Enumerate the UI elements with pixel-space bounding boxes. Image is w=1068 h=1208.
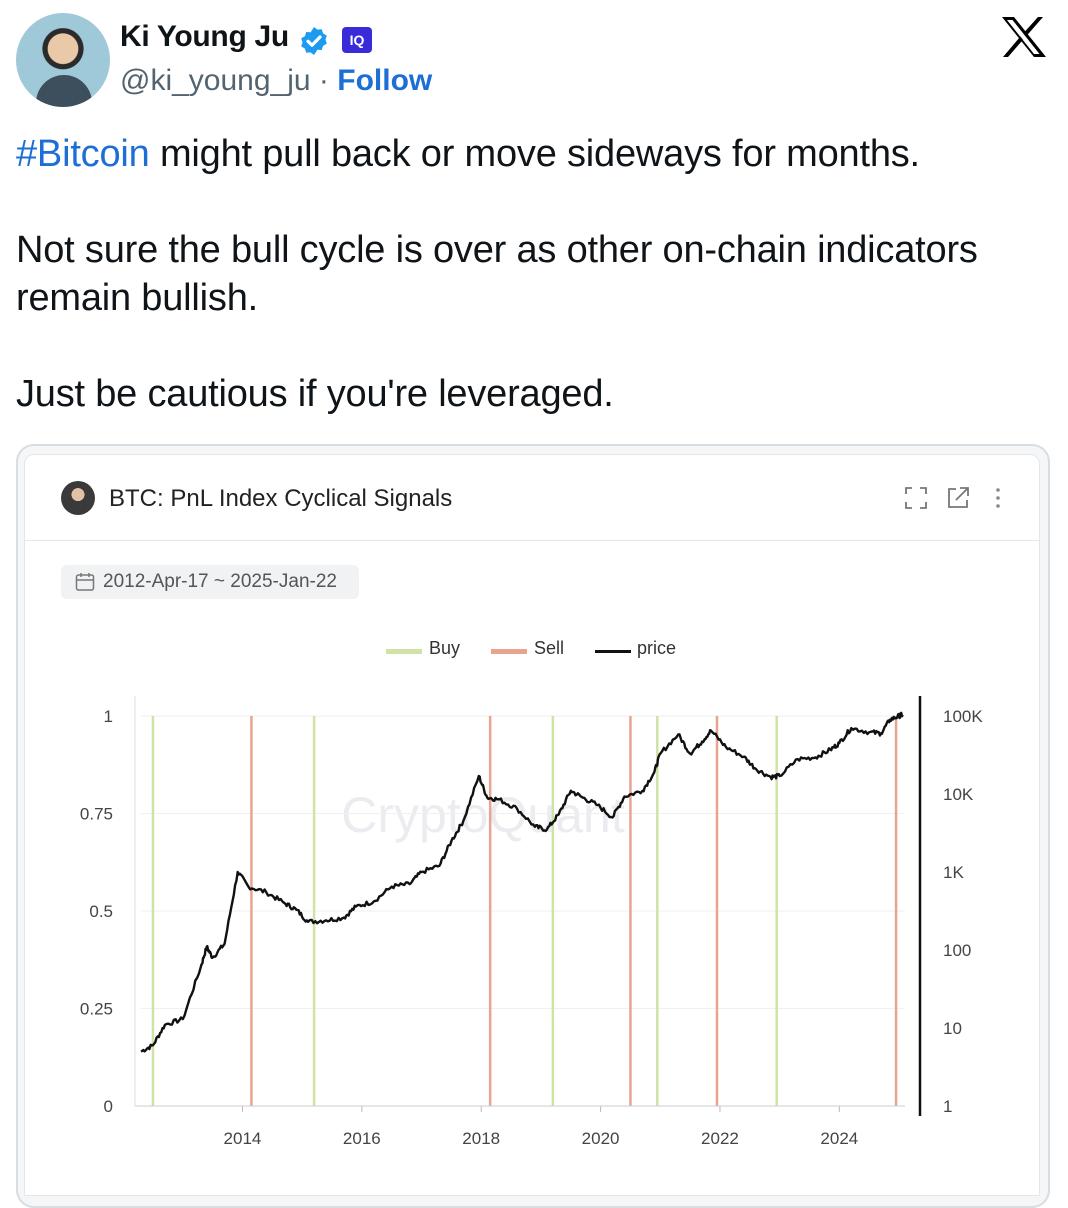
tweet-paragraph-2: Not sure the bull cycle is over as other…: [16, 229, 978, 319]
handle-separator: ·: [318, 64, 329, 97]
chart-author-avatar: [61, 481, 95, 515]
handle-row: @ki_young_ju · Follow: [120, 64, 432, 98]
chart-card: BTC: PnL Index Cyclical Signals 2012-Apr…: [24, 454, 1040, 1196]
more-options-icon[interactable]: [985, 485, 1011, 511]
date-range-picker[interactable]: 2012-Apr-17 ~ 2025-Jan-22: [61, 565, 359, 599]
y-right-tick-label: 1: [943, 1097, 952, 1116]
chart-watermark: CryptoQuant: [341, 787, 625, 843]
pnl-index-chart: CryptoQuant 0 0.25 0.5 0.75 1 1 10 100 1K 10K 100K…: [80, 696, 983, 1148]
follow-button[interactable]: Follow: [337, 64, 433, 97]
date-range-text: 2012-Apr-17 ~ 2025-Jan-22: [103, 571, 337, 592]
open-external-icon[interactable]: [945, 485, 971, 511]
x-tick-label: 2016: [343, 1129, 381, 1148]
y-left-tick-label: 0: [104, 1097, 113, 1116]
author-avatar[interactable]: [16, 13, 110, 107]
y-left-tick-label: 0.75: [80, 805, 113, 824]
y-left-tick-label: 0.5: [89, 902, 113, 921]
legend-sell-label[interactable]: Sell: [534, 638, 565, 658]
calendar-icon: [75, 573, 95, 591]
y-left-tick-label: 0.25: [80, 1000, 113, 1019]
legend-buy-swatch: [386, 649, 422, 654]
fullscreen-icon[interactable]: [903, 485, 929, 511]
legend-price-label[interactable]: price: [637, 638, 677, 658]
y-right-tick-label: 1K: [943, 863, 964, 882]
x-tick-label: 2024: [820, 1129, 858, 1148]
chart-card-header: BTC: PnL Index Cyclical Signals: [25, 455, 1039, 541]
legend-price-swatch: [595, 650, 631, 653]
y-right-tick-label: 10K: [943, 785, 974, 804]
x-tick-label: 2020: [582, 1129, 620, 1148]
x-tick-label: 2014: [224, 1129, 262, 1148]
tweet-paragraph-3: Just be cautious if you're leveraged.: [16, 373, 614, 415]
y-right-tick-label: 100: [943, 941, 971, 960]
verified-badge-icon: [301, 27, 327, 55]
author-handle[interactable]: @ki_young_ju: [120, 64, 311, 97]
tweet-text: #Bitcoin might pull back or move sideway…: [16, 130, 1056, 418]
x-logo-icon[interactable]: [1000, 16, 1046, 58]
y-right-tick-label: 10: [943, 1019, 962, 1038]
price-series-line: [140, 711, 904, 1053]
legend-buy-label[interactable]: Buy: [429, 638, 461, 658]
y-left-tick-label: 1: [104, 707, 113, 726]
hashtag-link[interactable]: #Bitcoin: [16, 133, 150, 175]
y-right-tick-label: 100K: [943, 707, 983, 726]
author-name[interactable]: Ki Young Ju: [120, 20, 289, 53]
x-tick-label: 2022: [701, 1129, 739, 1148]
affiliate-badge-icon[interactable]: IQ: [342, 27, 372, 53]
tweet-paragraph-1: #Bitcoin might pull back or move sideway…: [16, 130, 1056, 178]
legend-sell-swatch: [491, 649, 527, 654]
x-tick-label: 2018: [462, 1129, 500, 1148]
tweet-line-1-text: might pull back or move sideways for mon…: [149, 133, 920, 175]
chart-title: BTC: PnL Index Cyclical Signals: [109, 485, 453, 512]
